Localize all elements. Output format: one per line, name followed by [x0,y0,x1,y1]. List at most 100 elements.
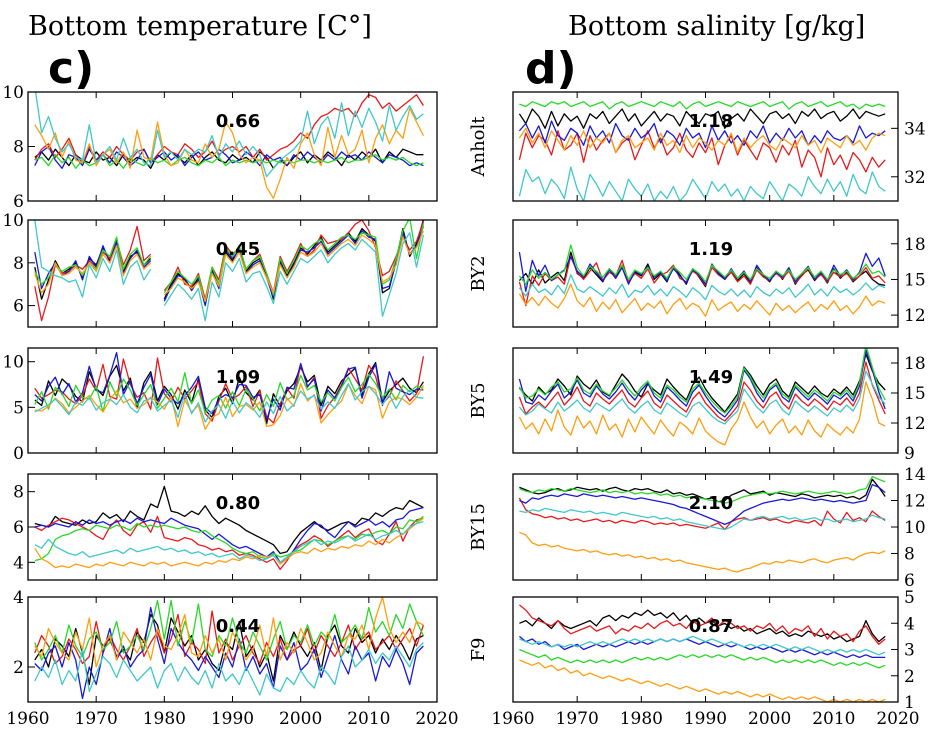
panel-letter-d: d) [525,43,577,94]
y-tick-label: 8 [13,138,24,158]
left-column-title: Bottom temperature [C°] [28,11,372,42]
y-tick-label: 2 [904,667,915,687]
series-line-black [519,478,886,503]
series-line-cyan [519,635,886,656]
series-line-green [519,475,886,504]
y-tick-label: 1 [904,693,915,713]
station-label: BY5 [468,382,489,418]
series-line-orange [34,597,424,668]
x-tick-label: 1990 [684,709,727,729]
y-tick-label: 6 [13,192,24,212]
series-group [34,220,425,322]
statistic-label: 0.87 [689,616,733,637]
y-tick-label: 6 [13,297,24,317]
series-line-blue [34,606,424,700]
station-label: BY15 [468,503,489,551]
series-group [518,101,886,201]
plot-frame [27,219,438,328]
series-line-orange [34,517,424,569]
y-tick-label: 5 [13,398,24,418]
series-line-orange [518,283,886,317]
panel-d-by5: 9 12 15 18 1.49 BY5 [468,347,926,464]
y-tick-label: 10 [904,518,926,538]
series-line-orange [34,107,424,199]
y-tick-label: 4 [904,614,915,634]
statistic-label: 2.10 [689,493,733,514]
series-line-orange [519,531,886,573]
y-tick-label: 15 [904,270,926,290]
x-tick-label: 2020 [876,709,919,729]
y-tick-label: 2 [13,658,24,678]
series-line-green [34,515,424,562]
statistic-label: 0.44 [216,616,260,637]
series-line-orange [34,382,424,430]
series-line-black [519,609,886,643]
y-tick-label: 34 [904,119,926,139]
y-tick-label: 8 [13,483,24,503]
y-tick-label: 10 [2,353,24,373]
panel-d-by2: 12 15 18 1.19 BY2 [468,219,926,328]
series-line-green [34,372,424,414]
station-label: F9 [468,638,489,662]
y-tick-label: 10 [2,83,24,103]
y-tick-label: 12 [904,414,926,434]
y-tick-label: 8 [904,545,915,565]
panel-d-by15: 6 8 10 12 14 2.10 BY15 [468,465,926,591]
y-tick-label: 9 [904,444,915,464]
x-tick-label: 1960 [6,709,49,729]
y-tick-label: 15 [904,384,926,404]
y-tick-label: 14 [904,465,926,485]
series-line-blue [34,145,424,169]
series-group [518,348,886,446]
series-line-red [518,604,886,645]
statistic-label: 1.19 [689,239,733,260]
series-line-cyan [34,642,424,696]
series-line-cyan [519,507,886,531]
panel-c-by15: 4 6 8 0.80 [13,473,438,581]
series-line-black [518,353,886,413]
statistic-label: 1.18 [689,111,733,132]
panel-d-anholt: 32 34 1.18 Anholt [468,91,926,202]
y-tick-label: 10 [2,211,24,231]
series-line-blue [518,635,886,659]
station-label: BY2 [468,255,489,291]
panel-c-f9: 1960 1970 1980 1990 2000 2010 2020 2 4 0.44 [6,588,458,729]
series-line-green [518,348,886,414]
series-line-blue [34,506,424,563]
y-tick-label: 6 [904,571,915,591]
series-line-cyan [518,166,886,201]
y-tick-label: 18 [904,354,926,374]
x-tick-label: 1980 [620,709,663,729]
statistic-label: 0.66 [216,111,260,132]
x-tick-label: 2000 [748,709,791,729]
y-tick-label: 3 [904,641,915,661]
series-line-cyan [518,274,886,301]
x-tick-label: 2010 [812,709,855,729]
series-group [34,92,424,199]
series-line-orange [518,381,886,446]
y-tick-label: 5 [904,588,915,608]
y-tick-label: 4 [13,553,24,573]
series-group [518,604,886,702]
series-line-black [518,108,886,129]
series-group [518,475,886,573]
series-line-red [518,255,886,307]
series-line-orange [519,659,886,702]
y-tick-label: 8 [13,254,24,274]
panel-c-by2: 6 8 10 0.45 [2,211,438,328]
right-column-title: Bottom salinity [g/kg] [568,11,865,42]
series-line-red [518,497,886,531]
series-line-green [519,648,886,669]
series-line-cyan [518,370,886,425]
x-tick-label: 2000 [279,709,322,729]
panel-c-anholt: 6 8 10 0.66 [2,83,438,212]
station-label: Anholt [468,116,489,178]
series-group [34,597,425,700]
series-line-red [518,361,886,422]
series-line-orange [34,230,425,302]
statistic-label: 1.09 [216,367,260,388]
series-line-cyan [34,521,424,563]
